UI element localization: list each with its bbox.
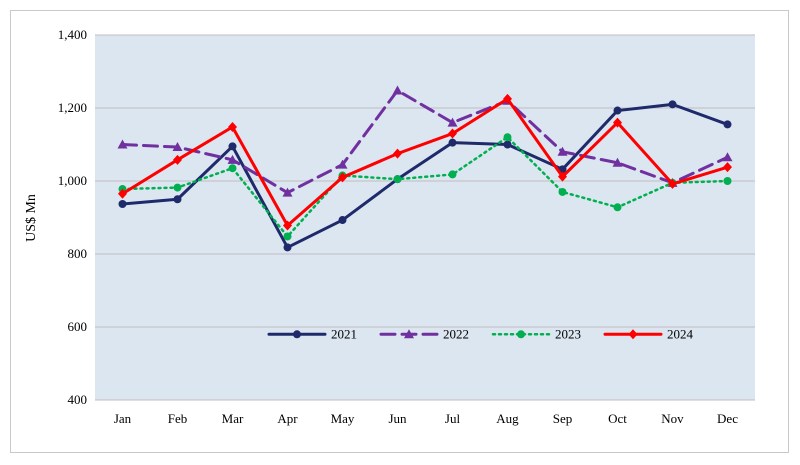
plot-area <box>95 35 755 400</box>
data-point <box>723 177 732 185</box>
x-tick-label: Sep <box>553 411 573 426</box>
line-chart: 400 600 800 1,000 1,200 1,400 Jan Feb Mar Apr May… <box>24 27 755 426</box>
data-point <box>173 154 182 165</box>
data-point <box>503 133 512 142</box>
data-point <box>723 120 732 129</box>
y-tick-label: 600 <box>68 319 88 334</box>
data-point <box>558 187 567 196</box>
series-line <box>121 135 729 238</box>
data-point <box>448 138 457 147</box>
data-point <box>283 220 292 231</box>
data-point <box>722 152 733 162</box>
data-point <box>172 142 183 152</box>
data-point <box>118 199 127 208</box>
y-axis-title: US$ Mn <box>24 194 39 242</box>
legend-label: 2021 <box>331 326 357 341</box>
legend-item: 2023 <box>491 326 581 341</box>
legend-marker <box>517 330 525 339</box>
legend-item: 2022 <box>379 326 469 341</box>
data-point <box>558 171 567 182</box>
data-point <box>228 142 237 151</box>
legend-item: 2024 <box>603 326 694 341</box>
series-line <box>121 88 729 195</box>
data-point <box>723 162 732 173</box>
data-point <box>448 128 457 139</box>
data-point <box>118 188 127 199</box>
series-line <box>121 102 729 249</box>
x-tick-label: Nov <box>661 411 684 426</box>
data-point <box>392 85 403 95</box>
x-tick-label: Jun <box>388 411 407 426</box>
chart-frame: 400 600 800 1,000 1,200 1,400 Jan Feb Mar Apr May… <box>10 10 789 453</box>
y-tick-label: 1,200 <box>58 100 87 115</box>
x-tick-label: Jan <box>114 411 132 426</box>
data-point <box>173 195 182 204</box>
legend-marker <box>404 329 414 339</box>
legend-marker <box>293 330 301 339</box>
y-tick-label: 800 <box>68 246 88 261</box>
data-point <box>503 93 512 104</box>
series-2021 <box>118 100 732 252</box>
legend-label: 2022 <box>443 326 469 341</box>
x-tick-label: Feb <box>168 411 188 426</box>
data-point <box>283 232 292 241</box>
x-tick-label: Oct <box>608 411 627 426</box>
x-tick-label: May <box>331 411 355 426</box>
legend-label: 2024 <box>667 326 694 341</box>
data-point <box>613 203 622 212</box>
data-point <box>393 175 402 184</box>
x-tick-label: Apr <box>277 411 298 426</box>
data-point <box>557 146 568 156</box>
x-tick-label: Dec <box>717 411 738 426</box>
x-tick-label: Mar <box>222 411 244 426</box>
data-point <box>337 159 348 169</box>
data-point <box>283 243 292 252</box>
y-tick-label: 1,400 <box>58 27 87 42</box>
data-point <box>227 154 238 164</box>
legend-item: 2021 <box>267 326 357 341</box>
data-point <box>338 216 347 225</box>
x-tick-label: Jul <box>445 411 461 426</box>
y-tick-label: 400 <box>68 392 88 407</box>
data-point <box>447 117 458 127</box>
data-point <box>613 106 622 115</box>
data-point <box>282 187 293 197</box>
data-point <box>393 148 402 159</box>
data-point <box>503 140 512 149</box>
data-point <box>612 157 623 167</box>
y-tick-label: 1,000 <box>58 173 87 188</box>
data-point <box>173 183 182 192</box>
data-point <box>448 170 457 179</box>
series-2023 <box>118 133 732 241</box>
x-tick-label: Aug <box>496 411 519 426</box>
data-point <box>668 178 677 189</box>
legend-label: 2023 <box>555 326 581 341</box>
data-point <box>228 164 237 173</box>
data-point <box>668 100 677 109</box>
data-point <box>613 117 622 128</box>
data-point <box>117 139 128 149</box>
series-line <box>121 97 729 228</box>
series-2024 <box>118 93 732 231</box>
legend-marker <box>628 329 638 340</box>
data-point <box>338 172 347 183</box>
data-point <box>228 121 237 132</box>
